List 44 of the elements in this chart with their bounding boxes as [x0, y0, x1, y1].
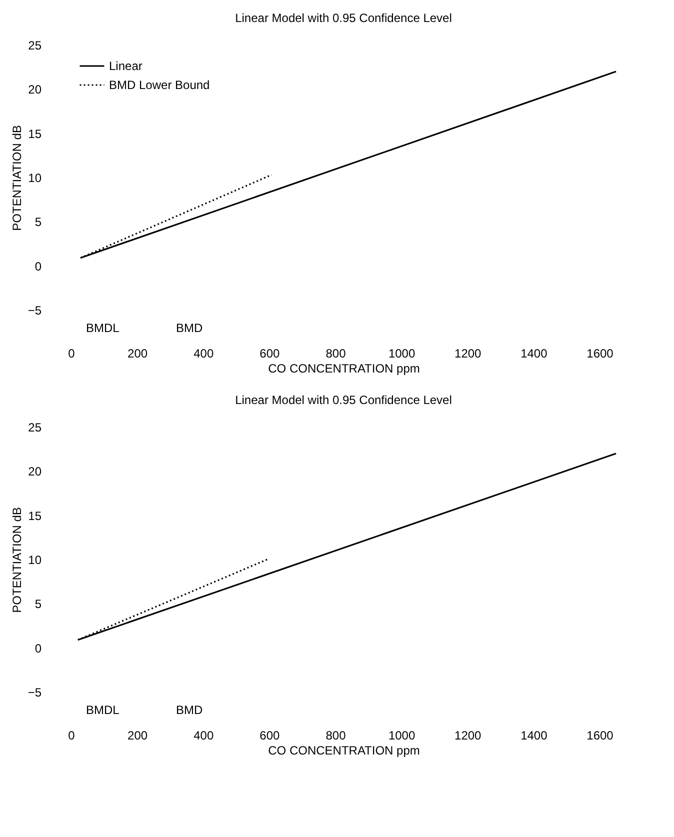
y-tick-label: 15	[28, 126, 42, 141]
x-tick-label: 1000	[388, 728, 416, 742]
y-tick-label: 0	[34, 641, 42, 656]
text: BMDL	[86, 321, 120, 335]
legend-label: BMD Lower Bound	[109, 78, 210, 92]
x-axis-title: CO CONCENTRATION ppm	[268, 362, 420, 376]
y-tick-label: 20	[28, 82, 42, 97]
x-tick-label: 1200	[454, 346, 482, 360]
x-tick-label: 800	[326, 346, 346, 360]
y-tick-label: 10	[28, 553, 42, 567]
y-tick-label: 25	[28, 38, 42, 52]
text: BMDL	[86, 703, 120, 717]
y-tick-label: 5	[34, 215, 42, 230]
y-tick-label: 25	[28, 420, 42, 434]
y-axis-title: POTENTIATION dB	[10, 507, 24, 613]
x-tick-label: 400	[194, 728, 214, 742]
x-tick-label: 1600	[586, 728, 614, 742]
y-tick-label: −5	[28, 304, 42, 318]
y-tick-label: −5	[28, 686, 42, 700]
text: BMD	[176, 321, 203, 335]
x-tick-label: 1400	[520, 728, 548, 742]
x-tick-label: 0	[68, 728, 76, 742]
x-tick-label: 200	[128, 346, 148, 360]
y-tick-label: 10	[28, 171, 42, 185]
y-axis-title: POTENTIATION dB	[10, 125, 24, 231]
x-tick-label: 1400	[520, 346, 548, 360]
x-tick-label: 0	[68, 346, 76, 360]
y-tick-label: 5	[34, 597, 42, 612]
y-tick-label: 15	[28, 508, 42, 523]
x-tick-label: 400	[194, 346, 214, 360]
x-tick-label: 1600	[586, 346, 614, 360]
x-axis-title: CO CONCENTRATION ppm	[268, 744, 420, 758]
x-tick-label: 200	[128, 728, 148, 742]
chart-title: Linear Model with 0.95 Confidence Level	[235, 11, 452, 25]
y-tick-label: 0	[34, 259, 42, 274]
x-tick-label: 1200	[454, 728, 482, 742]
text: BMD	[176, 703, 203, 717]
x-tick-label: 600	[260, 728, 280, 742]
y-tick-label: 20	[28, 464, 42, 479]
legend-label: Linear	[109, 59, 142, 73]
x-tick-label: 1000	[388, 346, 416, 360]
x-tick-label: 600	[260, 346, 280, 360]
chart-title: Linear Model with 0.95 Confidence Level	[235, 393, 452, 407]
x-tick-label: 800	[326, 728, 346, 742]
